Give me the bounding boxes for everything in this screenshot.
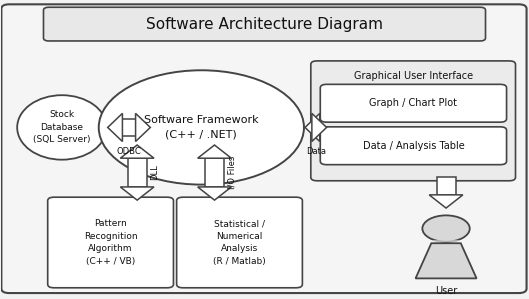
FancyBboxPatch shape [43, 7, 486, 41]
Text: I/O Files: I/O Files [227, 156, 236, 189]
Text: Data / Analysis Table: Data / Analysis Table [362, 141, 464, 151]
Polygon shape [312, 119, 320, 136]
Circle shape [422, 215, 470, 242]
Text: DLL: DLL [150, 165, 159, 181]
Text: Software Framework
(C++ / .NET): Software Framework (C++ / .NET) [144, 115, 259, 140]
Text: Statistical /
Numerical
Analysis
(R / Matlab): Statistical / Numerical Analysis (R / Ma… [213, 219, 266, 266]
Polygon shape [108, 113, 122, 141]
Text: Graph / Chart Plot: Graph / Chart Plot [369, 98, 458, 108]
Polygon shape [431, 240, 461, 242]
FancyBboxPatch shape [311, 61, 515, 181]
FancyBboxPatch shape [320, 84, 507, 122]
Text: User: User [435, 286, 457, 296]
Polygon shape [120, 187, 154, 200]
Polygon shape [198, 145, 231, 158]
Text: Data: Data [306, 147, 326, 156]
FancyBboxPatch shape [320, 127, 507, 165]
Polygon shape [198, 187, 231, 200]
Polygon shape [127, 158, 147, 187]
Ellipse shape [17, 95, 107, 160]
FancyBboxPatch shape [2, 4, 526, 293]
Text: Graphical User Interface: Graphical User Interface [353, 71, 473, 80]
Polygon shape [205, 158, 224, 187]
Text: Stock
Database
(SQL Server): Stock Database (SQL Server) [33, 110, 90, 144]
FancyBboxPatch shape [177, 197, 303, 288]
Circle shape [99, 70, 304, 184]
Polygon shape [312, 113, 326, 141]
FancyBboxPatch shape [48, 197, 174, 288]
Polygon shape [120, 145, 154, 158]
Text: Software Architecture Diagram: Software Architecture Diagram [146, 17, 383, 32]
Polygon shape [415, 243, 477, 278]
Polygon shape [122, 119, 135, 136]
Text: ODBC: ODBC [116, 147, 141, 156]
Text: Pattern
Recognition
Algorithm
(C++ / VB): Pattern Recognition Algorithm (C++ / VB) [84, 219, 138, 266]
Polygon shape [429, 195, 463, 208]
Polygon shape [305, 113, 320, 141]
Polygon shape [135, 113, 150, 141]
Polygon shape [436, 177, 455, 195]
